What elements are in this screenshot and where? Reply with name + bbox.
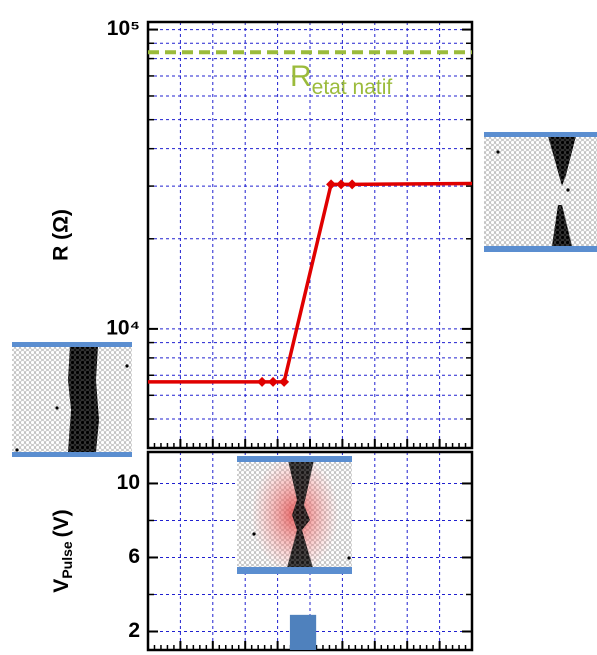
y-axis-label: VPulse (V) — [50, 509, 75, 592]
inset-high-resistance — [484, 132, 597, 252]
plot-frame — [146, 20, 474, 450]
inset-initial — [12, 342, 132, 457]
y-axis-label-sub: Pulse — [59, 541, 75, 579]
reference-label-main: R — [290, 60, 312, 93]
data-point — [326, 179, 337, 190]
y-tick-label: 10⁴ — [106, 316, 140, 339]
data-point — [268, 376, 279, 387]
y-axis-label-main: V — [50, 579, 73, 593]
reference-label-sub: etat natif — [312, 76, 393, 99]
data-point — [257, 376, 268, 387]
data-point — [279, 376, 290, 387]
y-tick-label: 2 — [128, 619, 140, 642]
bar — [289, 614, 317, 650]
data-point — [336, 179, 347, 190]
y-tick-label: 6 — [128, 545, 140, 568]
reference-label: Retat natif — [290, 60, 392, 99]
insets — [12, 132, 597, 574]
inset-pulse — [237, 454, 352, 574]
y-axis-label: R (Ω) — [50, 209, 73, 261]
y-axis-label-unit: (V) — [50, 509, 73, 537]
y-tick-label: 10⁵ — [107, 17, 140, 40]
y-tick-label: 10 — [117, 471, 140, 494]
data-point — [347, 179, 358, 190]
